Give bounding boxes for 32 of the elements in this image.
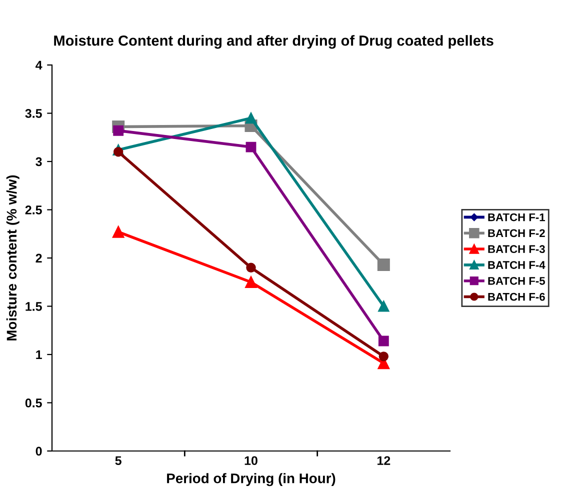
- y-tick-label: 2.5: [25, 206, 42, 214]
- point: [113, 125, 124, 136]
- y-tick-label: 3: [36, 157, 42, 166]
- legend-label: BATCH F-1: [488, 213, 546, 222]
- y-tick-label: 1: [36, 350, 42, 360]
- legend-label: BATCH F-4: [488, 261, 546, 269]
- y-axis-title: Moisture content (% w/w): [6, 175, 20, 340]
- y-tick-label: 0.5: [25, 398, 42, 408]
- y-tick-label: 0: [36, 446, 42, 456]
- legend-label: BATCH F-5: [488, 276, 546, 285]
- point: [112, 226, 124, 238]
- point: [377, 258, 390, 272]
- y-tick-label: 2: [36, 254, 42, 263]
- point: [113, 146, 124, 157]
- point: [378, 352, 389, 362]
- legend-label: BATCH F-6: [488, 292, 545, 301]
- point: [245, 112, 257, 124]
- point: [246, 142, 256, 152]
- legend-label: BATCH F-2: [488, 229, 545, 238]
- chart-title: Moisture Content during and after drying of Drug coated pellets: [54, 35, 494, 49]
- point: [245, 276, 257, 288]
- point: [378, 300, 390, 312]
- x-axis-title: Period of Drying (in Hour): [167, 473, 336, 486]
- x-tick-label: 12: [378, 456, 390, 465]
- y-tick-label: 3.5: [25, 109, 42, 118]
- y-tick-label: 1.5: [26, 302, 42, 311]
- x-tick-label: 10: [244, 456, 258, 466]
- point: [246, 262, 256, 273]
- y-tick-label: 4: [36, 60, 42, 70]
- legend-label: BATCH F-3: [488, 245, 545, 254]
- point: [378, 336, 389, 346]
- x-tick-label: 5: [115, 456, 122, 466]
